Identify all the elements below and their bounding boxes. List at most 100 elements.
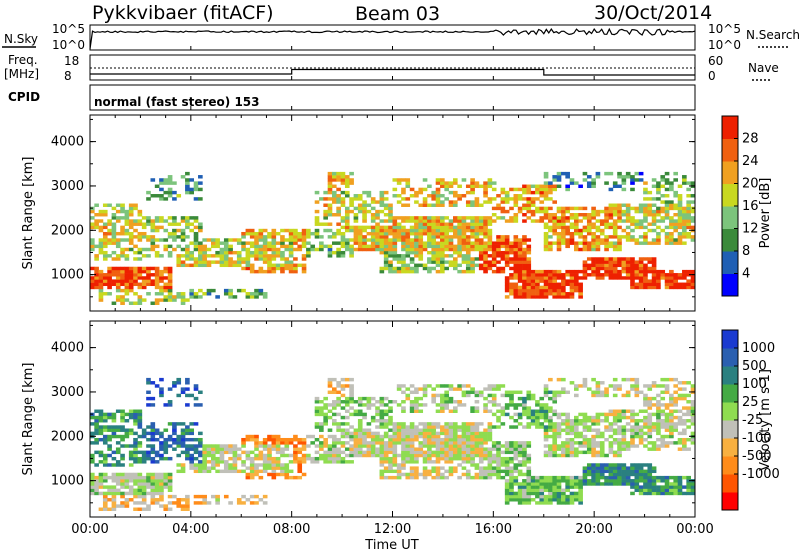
heatmap-cell xyxy=(431,453,437,458)
heatmap-cell xyxy=(643,419,648,423)
heatmap-cell xyxy=(565,292,570,296)
heatmap-cell xyxy=(660,206,666,211)
heatmap-cell xyxy=(154,254,160,258)
heatmap-cell xyxy=(491,384,497,388)
heatmap-cell xyxy=(353,219,359,223)
heatmap-cell xyxy=(457,384,462,388)
heatmap-cell xyxy=(569,447,575,451)
heatmap-cell xyxy=(349,203,354,207)
heatmap-cell xyxy=(487,450,493,455)
heatmap-cell xyxy=(509,276,514,280)
heatmap-cell xyxy=(176,254,182,258)
heatmap-cell xyxy=(656,409,661,413)
heatmap-cell xyxy=(517,197,523,201)
heatmap-cell xyxy=(690,403,696,407)
heatmap-cell xyxy=(478,263,484,268)
heatmap-cell xyxy=(565,209,570,214)
heatmap-cell xyxy=(574,428,579,432)
heatmap-cell xyxy=(457,197,462,201)
heatmap-cell xyxy=(673,396,679,401)
heatmap-cell xyxy=(271,238,277,242)
heatmap-cell xyxy=(465,216,471,220)
heatmap-cell xyxy=(647,269,653,274)
heatmap-cell xyxy=(267,434,272,439)
heatmap-cell xyxy=(288,228,294,233)
heatmap-cell xyxy=(491,241,497,245)
heatmap-cell xyxy=(115,209,121,214)
heatmap-cell xyxy=(474,463,480,467)
heatmap-cell xyxy=(517,498,523,502)
heatmap-cell xyxy=(638,285,644,290)
heatmap-cell xyxy=(595,466,601,470)
heatmap-cell xyxy=(202,460,207,464)
heatmap-cell xyxy=(565,447,570,451)
heatmap-cell xyxy=(444,396,449,401)
heatmap-cell xyxy=(375,216,380,220)
heatmap-cell xyxy=(656,241,661,245)
heatmap-cell xyxy=(682,422,687,426)
heatmap-cell xyxy=(535,403,540,407)
heatmap-cell xyxy=(526,488,532,493)
heatmap-cell xyxy=(336,241,341,245)
heatmap-cell xyxy=(280,441,285,445)
heatmap-cell xyxy=(548,501,553,505)
heatmap-cell xyxy=(115,441,121,445)
heatmap-cell xyxy=(453,400,458,404)
heatmap-cell xyxy=(133,282,138,287)
heatmap-cell xyxy=(332,387,337,391)
heatmap-cell xyxy=(379,194,385,198)
heatmap-cell xyxy=(327,203,333,207)
heatmap-cell xyxy=(383,254,389,258)
heatmap-cell xyxy=(496,409,501,413)
heatmap-cell xyxy=(215,295,220,299)
heatmap-cell xyxy=(595,463,601,467)
heatmap-cell xyxy=(543,425,549,429)
heatmap-cell xyxy=(470,409,475,413)
heatmap-cell xyxy=(608,447,614,451)
heatmap-cell xyxy=(357,412,363,417)
heatmap-cell xyxy=(414,390,419,395)
heatmap-cell xyxy=(185,184,190,189)
heatmap-cell xyxy=(630,257,635,261)
heatmap-cell xyxy=(163,456,169,461)
heatmap-cell xyxy=(388,225,393,230)
heatmap-cell xyxy=(578,219,583,223)
heatmap-cell xyxy=(267,472,272,477)
heatmap-cell xyxy=(491,396,497,401)
heatmap-cell xyxy=(504,257,510,261)
heatmap-cell xyxy=(102,463,108,467)
heatmap-cell xyxy=(327,235,333,239)
heatmap-cell xyxy=(651,403,657,407)
heatmap-cell xyxy=(141,298,147,302)
heatmap-cell xyxy=(461,178,467,182)
heatmap-cell xyxy=(267,244,272,249)
heatmap-cell xyxy=(258,292,264,296)
heatmap-cell xyxy=(543,235,549,239)
heatmap-cell xyxy=(543,184,549,189)
heatmap-cell xyxy=(418,431,424,436)
heatmap-cell xyxy=(517,444,523,448)
heatmap-cell xyxy=(487,431,493,436)
heatmap-cell xyxy=(673,228,679,233)
heatmap-cell xyxy=(111,475,117,480)
heatmap-cell xyxy=(591,447,596,451)
heatmap-cell xyxy=(366,444,372,448)
heatmap-cell xyxy=(526,184,532,189)
heatmap-cell xyxy=(94,257,99,261)
heatmap-cell xyxy=(388,406,393,410)
heatmap-cell xyxy=(128,428,134,432)
heatmap-cell xyxy=(604,247,609,252)
heatmap-cell xyxy=(465,238,471,242)
heatmap-cell xyxy=(102,415,108,420)
heatmap-cell xyxy=(522,447,527,451)
heatmap-cell xyxy=(543,403,549,407)
heatmap-cell xyxy=(543,384,549,388)
heatmap-cell xyxy=(612,384,618,388)
heatmap-cell xyxy=(561,219,566,223)
heatmap-cell xyxy=(383,403,389,407)
heatmap-cell xyxy=(349,447,354,451)
heatmap-cell xyxy=(552,491,558,496)
heatmap-cell xyxy=(193,384,199,388)
heatmap-cell xyxy=(388,269,393,274)
heatmap-cell xyxy=(409,422,415,426)
